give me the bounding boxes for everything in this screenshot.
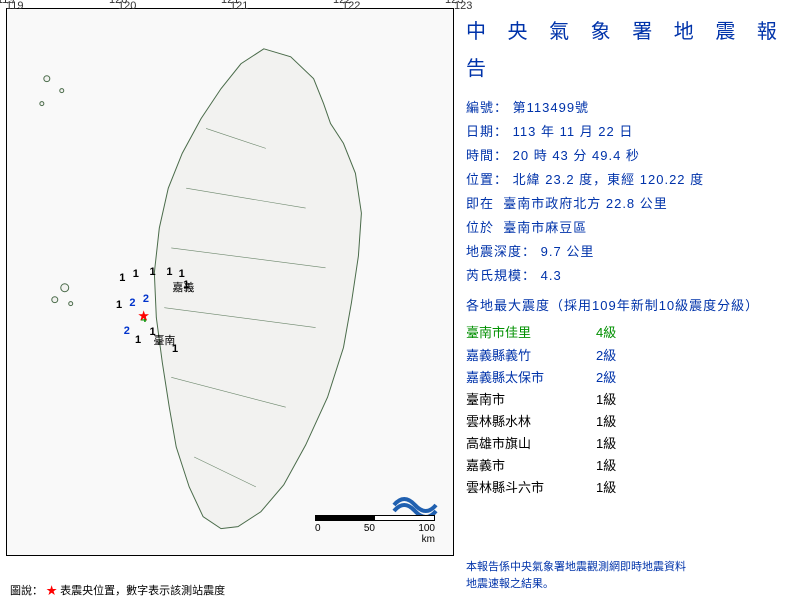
row-loc: 位置： 北緯 23.2 度，東經 120.22 度 [466,168,790,192]
city-label: 臺南 [153,332,175,348]
intensity-loc: 臺南市佳里 [466,322,596,344]
scale-50: 50 [364,523,375,534]
taiwan-outline [7,9,453,555]
row-in: 位於 臺南市麻豆區 [466,216,790,240]
station-marker: 1 [135,334,141,346]
intensity-row: 嘉義市1級 [466,455,790,477]
legend-label: 圖說： [10,585,43,597]
station-marker: 1 [116,299,122,311]
city-label: 嘉義 [172,279,194,295]
scale-bar: 0 50 100 km [315,515,435,545]
intensity-loc: 雲林縣斗六市 [466,477,596,499]
station-marker: 2 [143,293,149,305]
intensity-row: 雲林縣水林1級 [466,411,790,433]
intensity-val: 2級 [596,367,636,389]
info-panel: 中 央 氣 象 署 地 震 報 告 編號： 第113499號 日期： 113 年… [460,0,800,600]
intensity-val: 1級 [596,389,636,411]
scale-unit: km [315,534,435,545]
intensity-loc: 雲林縣水林 [466,411,596,433]
row-id: 編號： 第113499號 [466,96,790,120]
epicenter-star-icon: ★ [137,307,150,324]
map-chart: 0 50 100 km 42221111111111★嘉義臺南 [6,8,454,556]
report-title: 中 央 氣 象 署 地 震 報 告 [466,14,790,88]
station-marker: 2 [124,325,130,337]
row-date: 日期： 113 年 11 月 22 日 [466,120,790,144]
intensity-loc: 高雄市旗山 [466,433,596,455]
lon-label: 123 [445,0,463,6]
star-icon: ★ [46,585,57,597]
lon-label: 119 [0,0,15,6]
station-marker: 1 [166,266,172,278]
station-marker: 1 [150,266,156,278]
intensity-val: 1級 [596,433,636,455]
intensity-val: 1級 [596,455,636,477]
intensity-row: 嘉義縣義竹2級 [466,345,790,367]
station-marker: 1 [133,268,139,280]
intensity-loc: 臺南市 [466,389,596,411]
intensity-row: 臺南市佳里4級 [466,322,790,344]
report-footer: 本報告係中央氣象署地震觀測網即時地震資料 地震速報之結果。 [466,559,686,592]
intensity-loc: 嘉義市 [466,455,596,477]
row-depth: 地震深度： 9.7 公里 [466,240,790,264]
intensity-row: 嘉義縣太保市2級 [466,367,790,389]
intensity-row: 臺南市1級 [466,389,790,411]
station-marker: 2 [129,297,135,309]
station-marker: 1 [119,272,125,284]
intensity-loc: 嘉義縣太保市 [466,367,596,389]
lon-label: 122 [333,0,351,6]
intensity-list: 臺南市佳里4級嘉義縣義竹2級嘉義縣太保市2級臺南市1級雲林縣水林1級高雄市旗山1… [466,322,790,499]
intensity-header: 各地最大震度（採用109年新制10級震度分級） [466,294,790,318]
row-time: 時間： 20 時 43 分 49.4 秒 [466,144,790,168]
intensity-row: 高雄市旗山1級 [466,433,790,455]
intensity-val: 2級 [596,345,636,367]
lon-label: 121 [221,0,239,6]
scale-100: 100 [418,523,435,534]
intensity-row: 雲林縣斗六市1級 [466,477,790,499]
row-mag: 芮氏規模： 4.3 [466,264,790,288]
intensity-val: 4級 [596,322,636,344]
intensity-val: 1級 [596,411,636,433]
intensity-loc: 嘉義縣義竹 [466,345,596,367]
map-panel: 0 50 100 km 42221111111111★嘉義臺南 圖說： ★ 表震… [0,0,460,600]
legend-text: 表震央位置，數字表示該測站震度 [60,585,225,597]
scale-0: 0 [315,523,321,534]
lon-label: 120 [109,0,127,6]
map-legend: 圖說： ★ 表震央位置，數字表示該測站震度 [10,582,225,598]
cwa-logo-icon [392,485,438,515]
row-near: 即在 臺南市政府北方 22.8 公里 [466,192,790,216]
intensity-val: 1級 [596,477,636,499]
